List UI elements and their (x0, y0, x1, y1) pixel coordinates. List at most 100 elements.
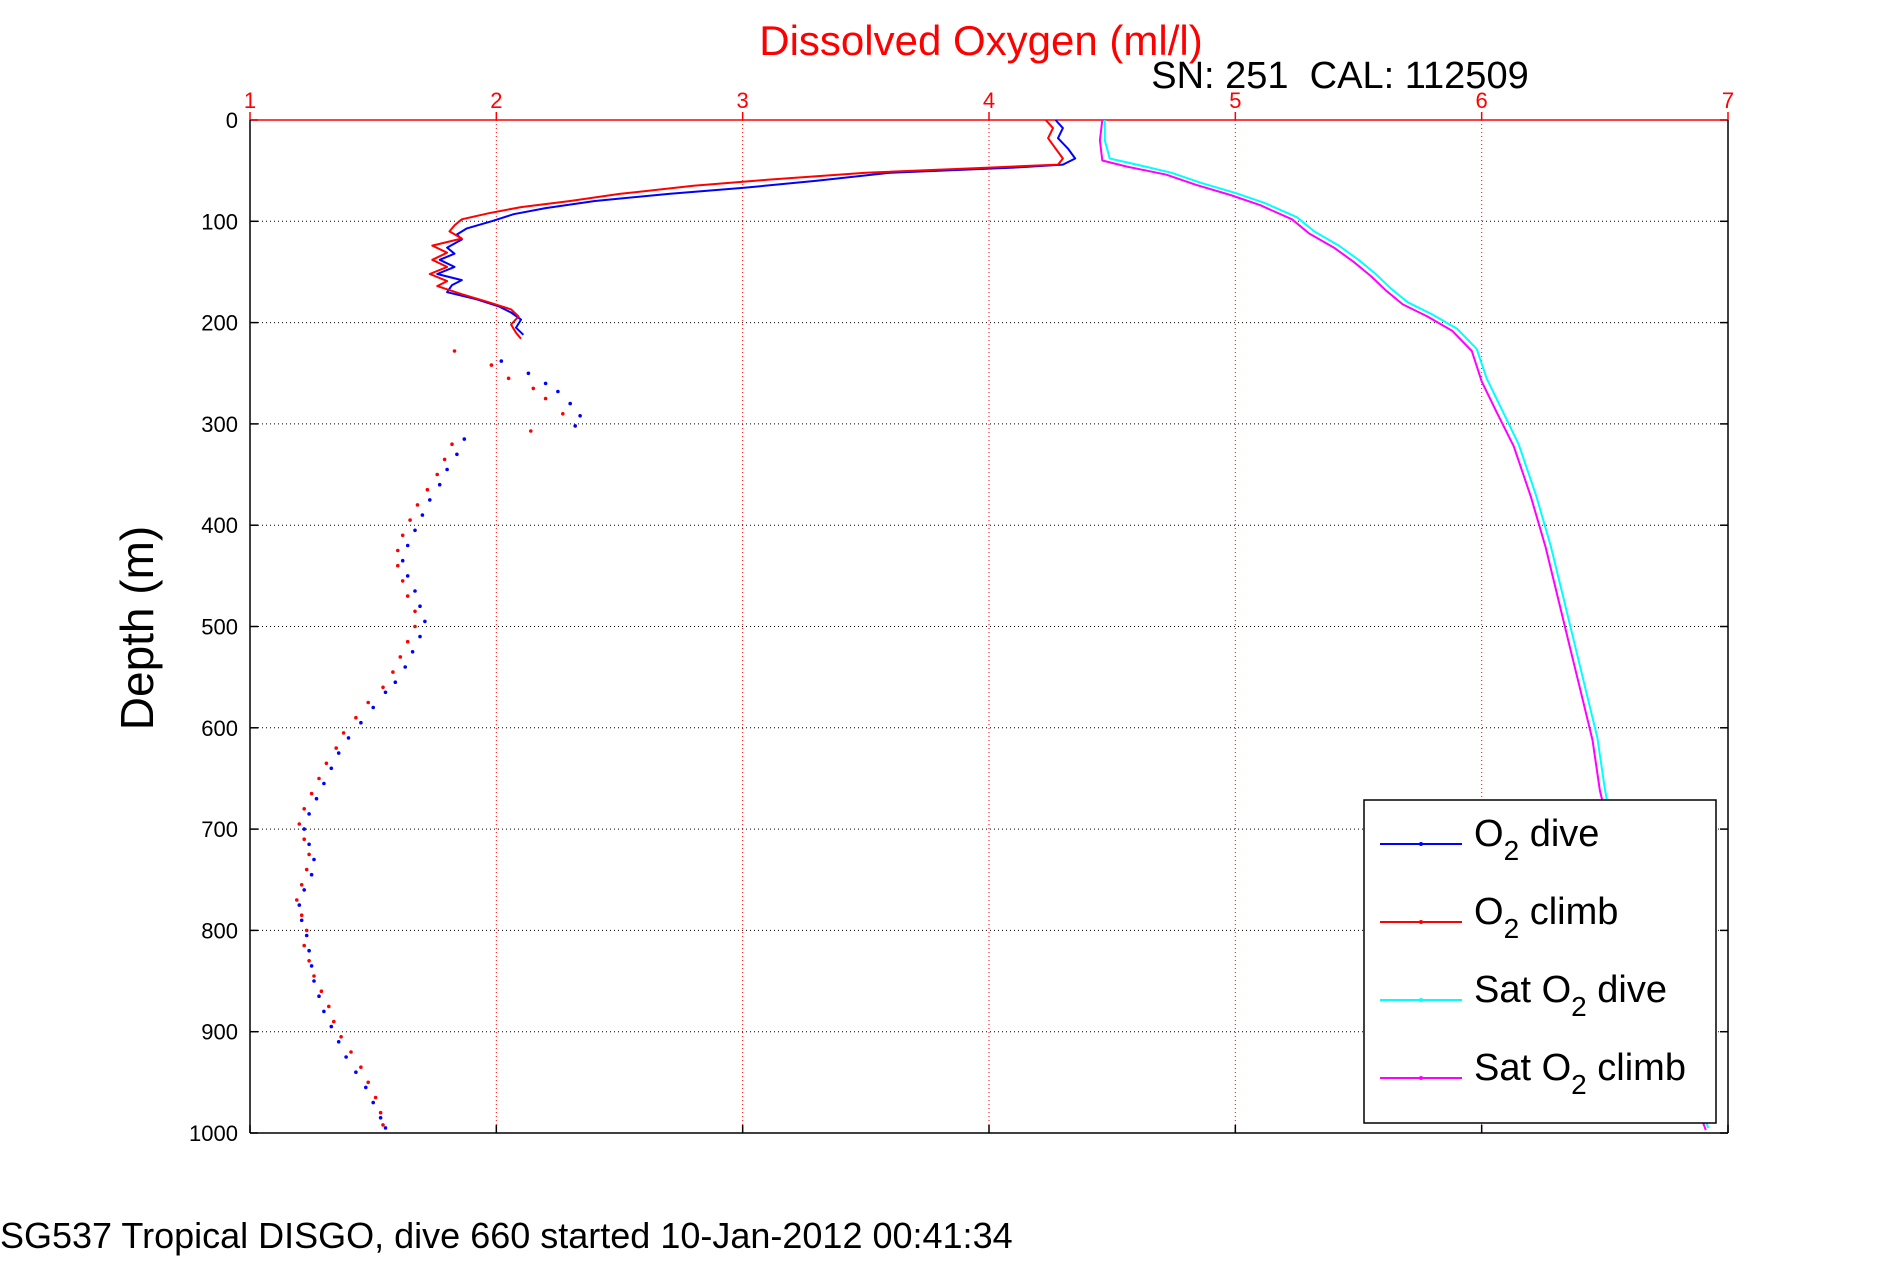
y-tick-label: 100 (201, 209, 238, 234)
series-o2-dive-deep-point (336, 1040, 341, 1044)
series-o2-dive-deep-point (423, 619, 427, 624)
series-o2-climb-deep-point (349, 1050, 353, 1054)
series-o2-climb-deep-point (359, 1065, 363, 1069)
series-o2-climb-deep-point (302, 837, 307, 841)
series-o2-climb-deep-point (405, 639, 410, 644)
series-o2-dive-deep-point (462, 437, 467, 441)
series-o2-climb-deep-point (398, 655, 403, 659)
series-o2-dive-deep-point (304, 933, 309, 938)
chart-title: Dissolved Oxygen (ml/l) (759, 17, 1202, 64)
series-o2-climb-deep-point (415, 503, 420, 507)
series-o2-climb-deep-point (391, 670, 395, 674)
series-o2-dive-deep-point (413, 589, 417, 593)
series-o2-dive-deep-point (405, 574, 410, 578)
series-o2-dive-deep-point (312, 857, 316, 862)
y-axis-label: Depth (m) (111, 526, 163, 730)
y-tick-label: 900 (201, 1020, 238, 1045)
series-o2-dive-deep-point (307, 842, 311, 847)
series-o2-dive-deep-point (312, 979, 316, 983)
legend-box (1363, 799, 1717, 1124)
legend-label: O2 climb (1474, 891, 1618, 944)
y-tick-label: 1000 (189, 1121, 238, 1146)
series-o2-climb-deep-point (354, 715, 358, 720)
series-o2-dive-deep-point (302, 827, 307, 831)
y-tick-label: 400 (201, 513, 238, 538)
series-o2-dive-deep-point (568, 401, 572, 406)
legend-marker (1419, 842, 1423, 846)
x-tick-label: 1 (244, 88, 256, 113)
series-o2-dive-deep-point (445, 467, 449, 472)
series-layer (295, 119, 1710, 1131)
series-o2-dive-deep-point (418, 604, 422, 608)
series-o2-climb-deep-point (413, 609, 417, 614)
series-o2-climb-deep-point (506, 376, 511, 381)
y-tick-label: 300 (201, 412, 238, 437)
series-o2-climb-deep-point (334, 746, 339, 750)
series-o2-dive-deep-point (578, 414, 582, 418)
series-o2-dive-deep-point (543, 381, 548, 386)
series-o2-dive-deep-point (299, 918, 304, 923)
axes-layer: 1 2 3 4 5 6 7 0 100 200 300 400 500 600 700 800 900 1000 (189, 88, 1734, 1146)
x-tick-label: 7 (1722, 88, 1734, 113)
series-o2-climb-deep-point (561, 412, 565, 416)
series-o2-dive-deep-point (378, 1116, 383, 1120)
series-o2-climb-deep-point (332, 1019, 336, 1024)
series-o2-climb-deep-point (408, 518, 412, 522)
series-o2-climb-deep-point (295, 898, 299, 902)
series-o2-climb-deep-point (381, 685, 385, 690)
series-o2-dive-deep-point (410, 650, 415, 654)
series-o2-climb-deep-point (489, 363, 494, 367)
y-tick-label: 600 (201, 716, 238, 741)
series-o2-climb-deep-point (450, 442, 454, 447)
series-o2-dive-deep-point (364, 1085, 368, 1090)
series-o2-dive-deep-point (344, 1055, 348, 1059)
x-tick-label: 4 (983, 88, 995, 113)
series-o2-dive-deep-point (556, 389, 560, 394)
series-o2-climb-deep-point (531, 386, 536, 391)
series-o2-climb-deep-point (366, 1080, 371, 1085)
series-o2-dive-deep-point (317, 994, 321, 998)
series-o2-climb-deep-point (309, 791, 314, 796)
series-o2-dive-deep-point (383, 1126, 388, 1130)
series-o2-climb-deep-point (327, 1004, 331, 1009)
y-tick-label: 500 (201, 615, 238, 640)
y-tick-label: 800 (201, 918, 238, 943)
series-o2-climb-deep-point (400, 533, 405, 538)
series-o2-dive-deep-point (405, 543, 410, 548)
series-o2-dive-deep-point (573, 424, 577, 428)
series-o2-dive-deep-point (329, 1024, 334, 1029)
series-o2-climb-deep-point (299, 913, 304, 917)
legend-marker (1419, 998, 1423, 1002)
series-o2-dive-deep-point (403, 665, 408, 669)
series-o2-dive-deep-point (346, 736, 351, 740)
x-tick-label: 3 (737, 88, 749, 113)
series-o2-climb-deep-point (396, 563, 400, 568)
series-o2-dive-deep-point (383, 690, 388, 695)
series-o2-climb-deep-point (442, 457, 447, 462)
x-tick-label: 2 (490, 88, 502, 113)
series-o2-dive-deep-point (329, 766, 334, 771)
series-o2-climb-deep-point (529, 429, 533, 433)
series-o2-dive-deep-point (371, 1100, 376, 1105)
y-tick-label: 200 (201, 311, 238, 336)
series-o2-dive-deep-point (393, 680, 398, 684)
series-o2-climb-deep-point (339, 1035, 343, 1039)
footer-caption: SG537 Tropical DISGO, dive 660 started 1… (0, 1215, 1013, 1256)
series-o2-climb-deep-point (405, 594, 410, 598)
series-o2-climb-deep-point (319, 989, 324, 993)
x-tick-label: 5 (1229, 88, 1241, 113)
series-o2-climb-deep-point (304, 928, 309, 933)
y-tick-label: 700 (201, 817, 238, 842)
series-o2-climb-deep-point (302, 943, 307, 948)
series-o2-climb-deep-point (324, 761, 329, 766)
series-o2-dive-deep-point (314, 796, 319, 801)
chart-subtitle: SN: 251 CAL: 112509 (1151, 55, 1528, 97)
series-o2-dive-deep-point (413, 528, 417, 533)
series-o2-climb-deep-point (312, 974, 316, 978)
series-o2-dive-deep-point (420, 513, 425, 517)
series-o2-dive-deep-point (309, 964, 314, 968)
series-o2-climb-line (428, 119, 1064, 340)
series-o2-climb-deep-point (307, 959, 311, 963)
series-o2-climb-deep-point (297, 822, 302, 826)
legend: O2 dive O2 climb Sat O2 dive Sat O2 climb (1363, 799, 1717, 1124)
